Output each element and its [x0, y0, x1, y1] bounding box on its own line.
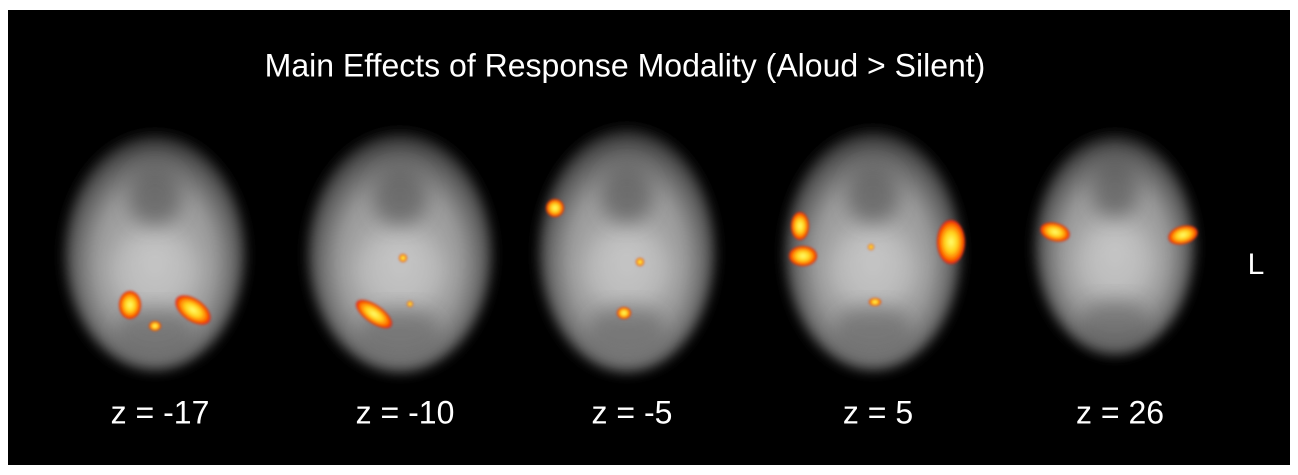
- brain-structure: [128, 167, 182, 227]
- brain-structure: [833, 305, 912, 355]
- activation-blob: [399, 254, 407, 262]
- brain-structure: [829, 230, 917, 310]
- brain-structure: [1079, 299, 1151, 349]
- brain-structure: [1075, 224, 1155, 304]
- figure: Main Effects of Response Modality (Aloud…: [0, 0, 1298, 475]
- brain-slice: [539, 128, 715, 372]
- activation-blob: [119, 291, 141, 319]
- slice-label: z = -5: [592, 394, 673, 430]
- activation-blob: [868, 244, 874, 250]
- page: {"title": "Main Effects of Response Moda…: [0, 0, 1298, 475]
- figure-title: Main Effects of Response Modality (Aloud…: [265, 47, 986, 83]
- activation-blob: [937, 220, 965, 264]
- brain-structure: [583, 230, 671, 310]
- brain-slice: [308, 132, 492, 372]
- activation-blob: [149, 321, 161, 331]
- slice-label: z = 5: [843, 394, 913, 430]
- activation-blob: [869, 298, 881, 306]
- activation-blob: [789, 246, 817, 266]
- brain-structure: [601, 165, 654, 225]
- activation-blob: [546, 199, 564, 217]
- brain-structure: [354, 232, 446, 312]
- activation-blob: [791, 212, 809, 240]
- activation-blob: [636, 258, 644, 266]
- brain-structure: [1091, 159, 1139, 219]
- brain-structure: [847, 165, 900, 225]
- brain-slice: [65, 134, 245, 370]
- slice-label: z = 26: [1076, 394, 1164, 430]
- activation-blob: [617, 307, 631, 319]
- activation-blob: [407, 301, 413, 307]
- brain-structure: [372, 167, 427, 227]
- side-label: L: [1248, 248, 1265, 281]
- slice-label: z = -10: [356, 394, 455, 430]
- slice-label: z = -17: [111, 394, 210, 430]
